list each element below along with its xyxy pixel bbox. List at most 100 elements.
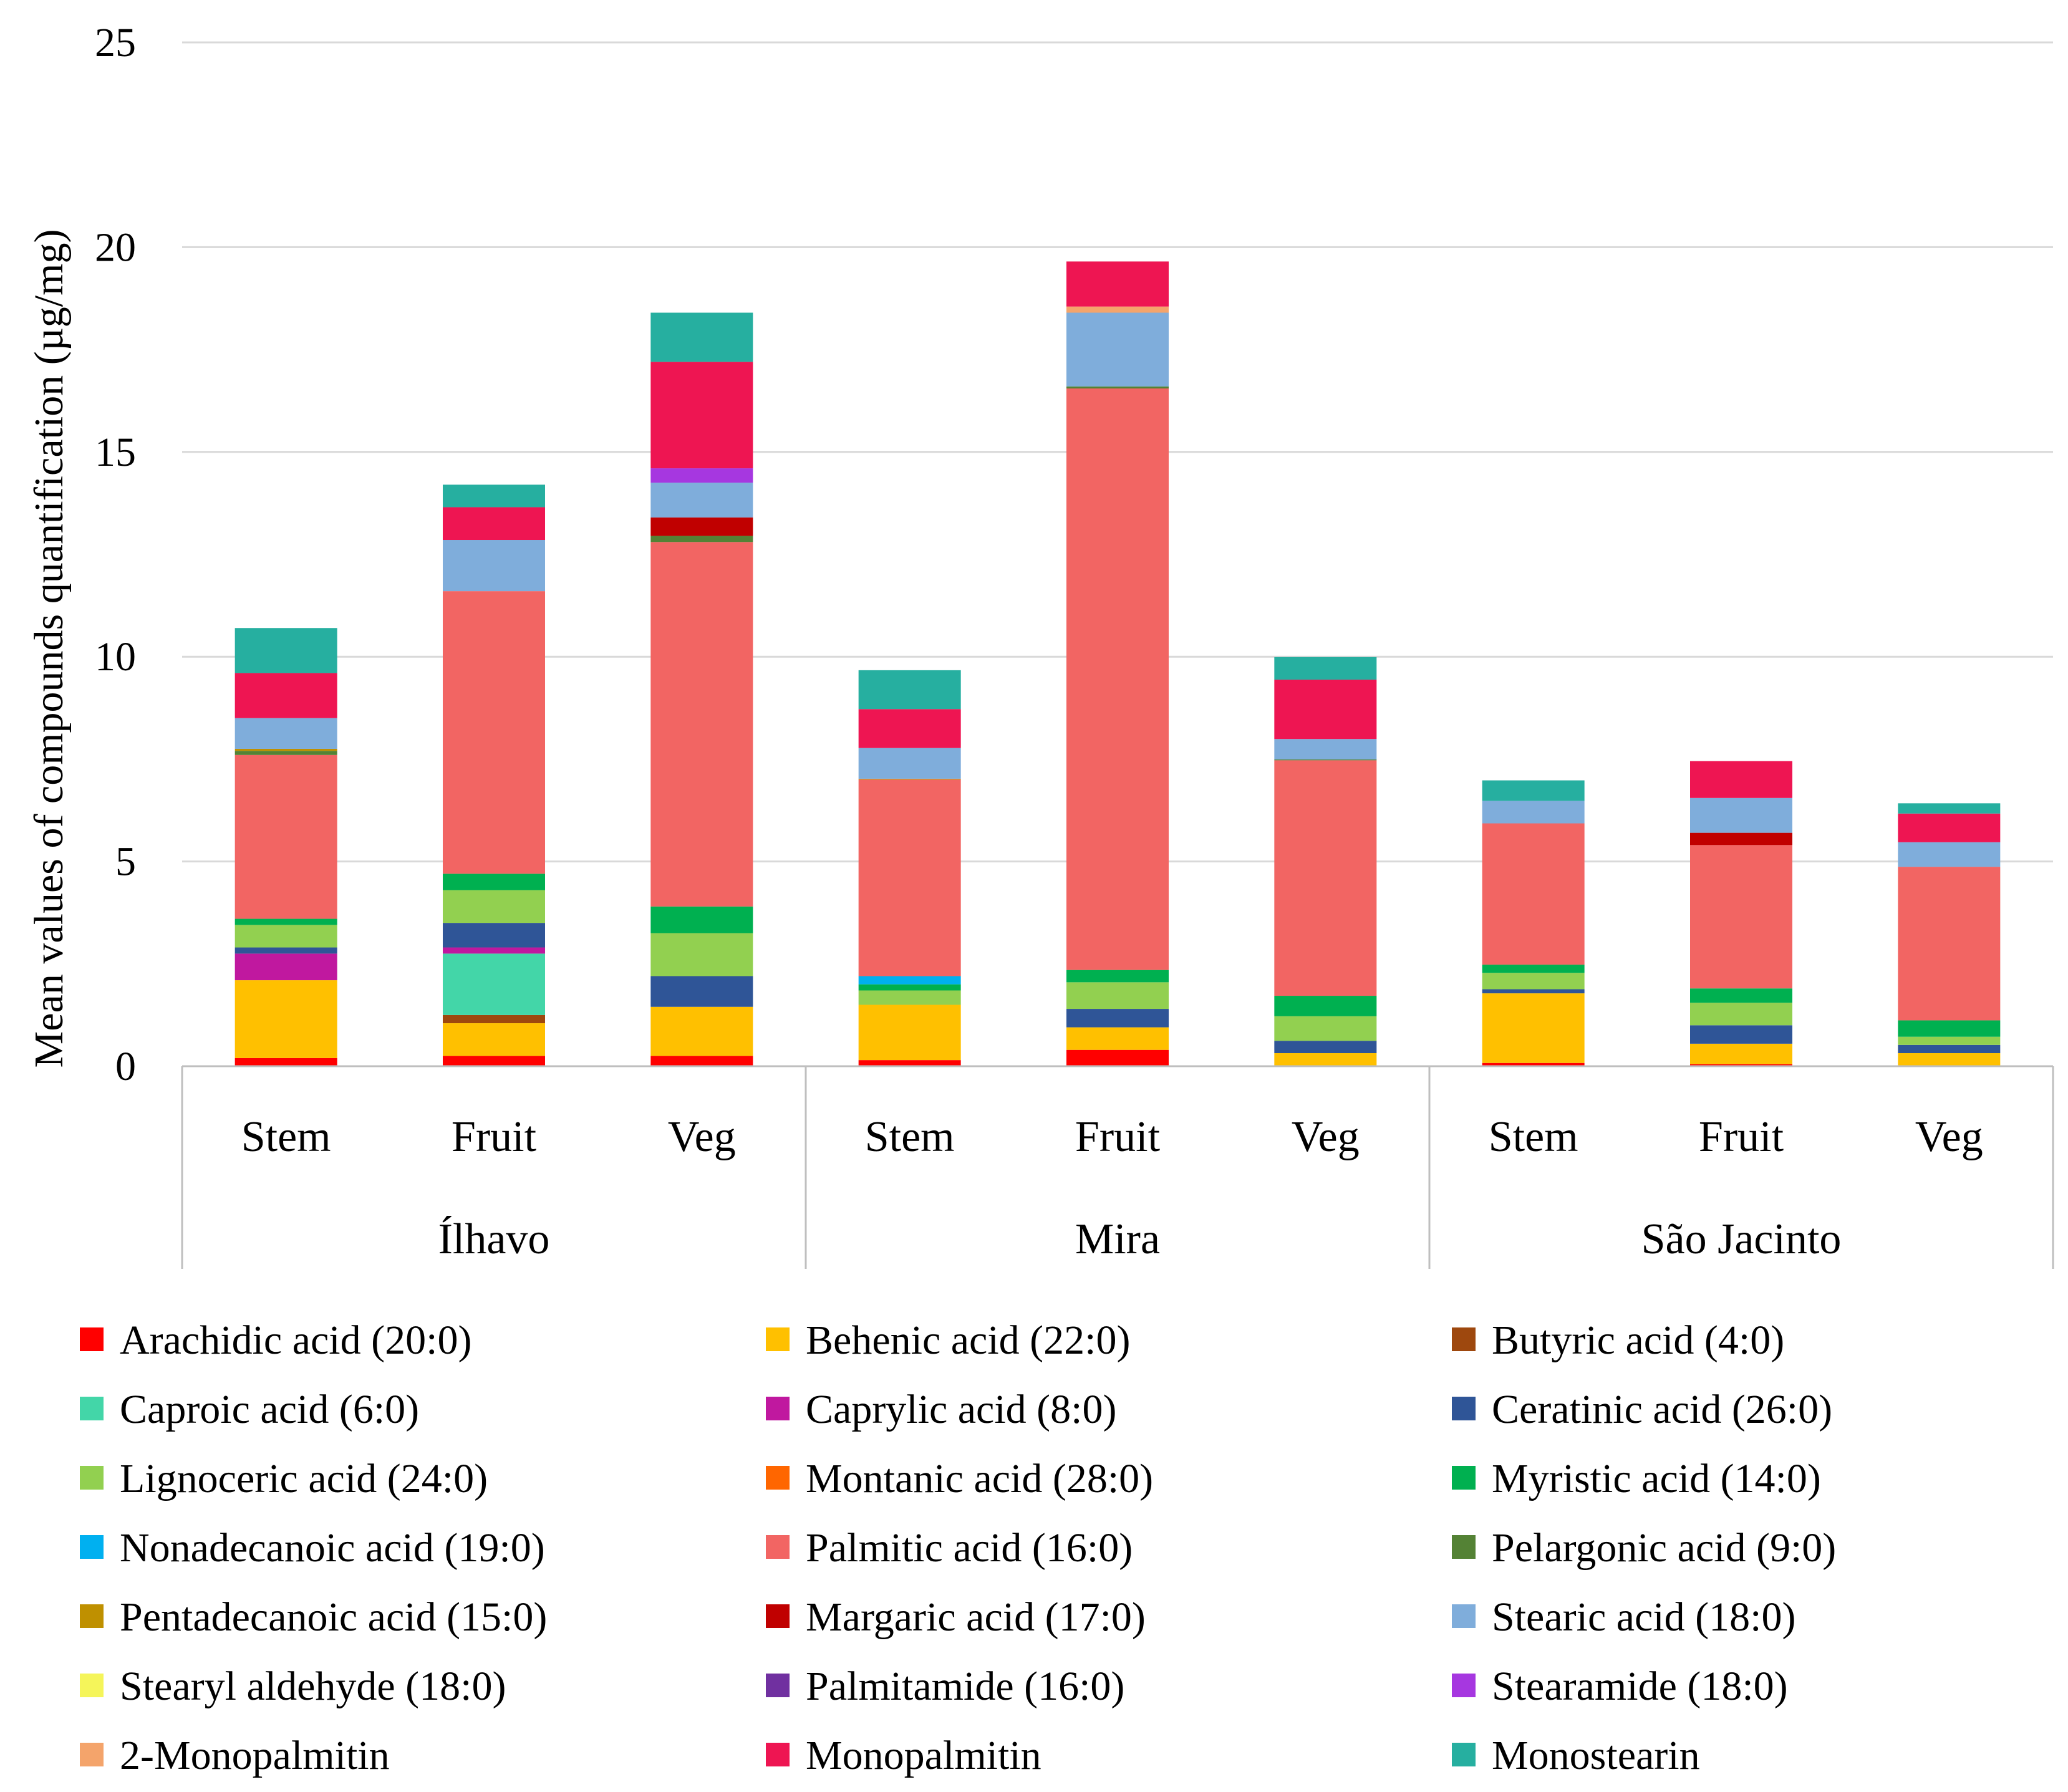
bar-segment <box>234 751 337 755</box>
legend-label: Pelargonic acid (9:0) <box>1492 1525 1836 1571</box>
legend-label: Monostearin <box>1492 1733 1700 1778</box>
axes: 0 5 10 15 20 25 Stem Fruit Veg Ílhavo Stem Fruit Veg… <box>95 20 2054 1269</box>
x-category-label: Fruit <box>452 1113 537 1161</box>
bar-segment <box>1274 679 1377 739</box>
bar-segment <box>1898 1020 2001 1037</box>
bar-segment <box>650 933 753 976</box>
legend-swatch <box>766 1743 790 1766</box>
bar-segment <box>650 1006 753 1056</box>
bar-segment <box>1690 832 1792 845</box>
legend-label: Lignoceric acid (24:0) <box>120 1456 488 1501</box>
legend-label: Caprylic acid (8:0) <box>806 1387 1116 1432</box>
legend-label: Palmitic acid (16:0) <box>806 1525 1133 1571</box>
legend-swatch <box>80 1604 104 1628</box>
legend-swatch <box>80 1535 104 1559</box>
bar-segment <box>1898 1036 2001 1045</box>
bar-segment <box>443 1014 545 1024</box>
bar-segment <box>650 468 753 483</box>
bar-segment <box>650 976 753 1007</box>
y-tick-label: 10 <box>95 634 136 680</box>
bar-segment <box>234 673 337 718</box>
bar-segment <box>858 748 961 779</box>
legend-label: Stearamide (18:0) <box>1492 1664 1788 1709</box>
bar-segment <box>1690 845 1792 989</box>
bar-segment <box>650 362 753 469</box>
bar-segment <box>443 874 545 890</box>
bar-segment <box>1066 1049 1169 1066</box>
bar-segment <box>1274 739 1377 760</box>
x-category-label: Stem <box>241 1113 331 1161</box>
y-tick-label: 5 <box>115 839 136 885</box>
legend-swatch <box>766 1466 790 1490</box>
bar-segment <box>1690 1064 1792 1066</box>
bar-segment <box>1898 1053 2001 1066</box>
bar-segment <box>1898 1044 2001 1053</box>
bar-segment <box>1066 1027 1169 1050</box>
bar-segment <box>858 990 961 1005</box>
legend-swatch <box>80 1743 104 1766</box>
bar-segment <box>1274 1016 1377 1041</box>
bar-segment <box>1482 780 1585 801</box>
bar-segment <box>1066 970 1169 983</box>
bars <box>234 261 2001 1066</box>
bar-segment <box>234 947 337 954</box>
bar-segment <box>443 1056 545 1066</box>
bar-segment <box>1482 965 1585 973</box>
bar-segment <box>1066 1009 1169 1028</box>
bar-segment <box>443 1023 545 1056</box>
bar-segment <box>1274 760 1377 996</box>
bar-segment <box>234 628 337 673</box>
bar-segment <box>1690 1043 1792 1064</box>
bar-segment <box>1482 1062 1585 1066</box>
bar-segment <box>650 542 753 907</box>
legend-label: Myristic acid (14:0) <box>1492 1456 1821 1501</box>
bar-segment <box>234 918 337 925</box>
bar-segment <box>443 591 545 874</box>
y-tick-label: 0 <box>115 1044 136 1089</box>
legend-swatch <box>80 1327 104 1351</box>
legend-swatch <box>1452 1674 1476 1697</box>
legend-label: Pentadecanoic acid (15:0) <box>120 1594 547 1640</box>
bar-segment <box>1690 1003 1792 1026</box>
bar-segment <box>1690 797 1792 833</box>
legend-label: Palmitamide (16:0) <box>806 1664 1124 1709</box>
legend-label: 2-Monopalmitin <box>120 1733 390 1778</box>
legend-swatch <box>766 1604 790 1628</box>
legend-swatch <box>1452 1327 1476 1351</box>
bar-segment <box>858 1060 961 1066</box>
bar-segment <box>1066 306 1169 313</box>
bar-segment <box>443 484 545 508</box>
legend-label: Stearyl aldehyde (18:0) <box>120 1664 506 1709</box>
legend-swatch <box>1452 1397 1476 1420</box>
bar-segment <box>858 984 961 991</box>
bar-segment <box>1274 996 1377 1016</box>
bar-segment <box>1066 982 1169 1009</box>
legend-swatch <box>1452 1535 1476 1559</box>
bar-segment <box>1066 261 1169 307</box>
legend-swatch <box>766 1327 790 1351</box>
bar-segment <box>1690 1025 1792 1044</box>
bar-segment <box>443 507 545 541</box>
legend-swatch <box>80 1674 104 1697</box>
legend-label: Nonadecanoic acid (19:0) <box>120 1525 545 1571</box>
bar-segment <box>650 483 753 518</box>
bar-segment <box>443 947 545 954</box>
legend-label: Montanic acid (28:0) <box>806 1456 1153 1501</box>
bar-segment <box>1482 973 1585 990</box>
bar-segment <box>234 718 337 749</box>
bar-segment <box>1482 989 1585 994</box>
x-group-label: São Jacinto <box>1641 1215 1842 1263</box>
bar-segment <box>234 1057 337 1066</box>
x-category-label: Stem <box>1489 1113 1578 1161</box>
bar-segment <box>234 754 337 919</box>
y-axis-label: Mean values of compounds quantification … <box>26 229 72 1068</box>
legend-label: Behenic acid (22:0) <box>806 1318 1130 1363</box>
bar-segment <box>1482 993 1585 1063</box>
bar-segment <box>858 779 961 976</box>
x-category-label: Fruit <box>1075 1113 1161 1161</box>
legend-swatch <box>766 1535 790 1559</box>
bar-segment <box>1274 759 1377 761</box>
bar-segment <box>1898 867 2001 1021</box>
bar-segment <box>650 536 753 542</box>
